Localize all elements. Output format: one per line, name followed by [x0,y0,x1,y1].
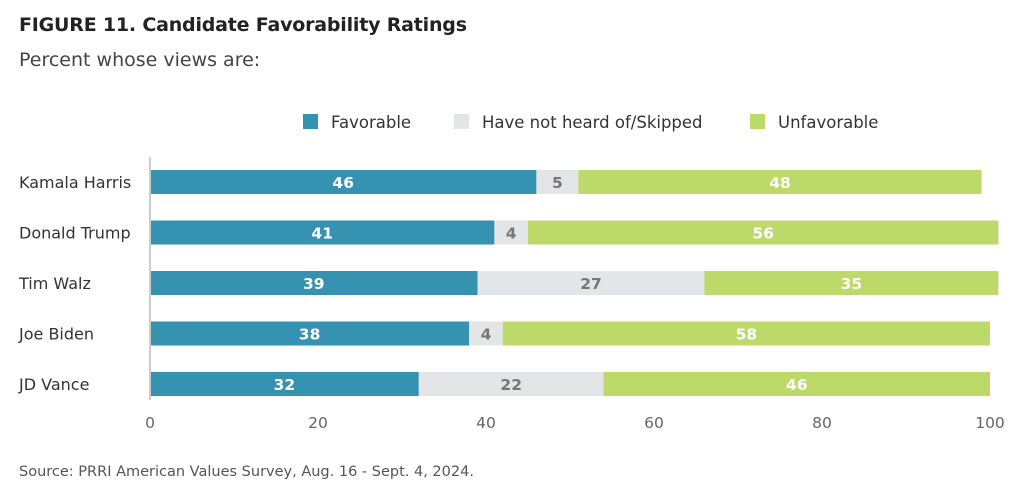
bar-unfavorable [502,321,990,346]
legend-label-favorable: Favorable [331,113,411,132]
bar-not-heard [418,372,604,396]
data-label-favorable: 38 [299,326,321,344]
bar-favorable [150,321,470,346]
category-label: Joe Biden [18,325,94,344]
data-label-favorable: 39 [303,275,325,293]
data-label-not-heard: 22 [500,376,522,394]
bar-unfavorable [528,220,999,245]
x-tick-label: 20 [308,414,328,432]
data-label-favorable: 46 [332,174,354,192]
x-tick-label: 80 [812,414,832,432]
legend-swatch-unfavorable [750,114,765,129]
source-note: Source: PRRI American Values Survey, Aug… [19,464,474,480]
bar-favorable [150,220,495,245]
legend-swatch-favorable [303,114,318,129]
bar-favorable [150,372,419,396]
data-label-not-heard: 5 [552,174,563,192]
bar-not-heard [536,170,579,194]
data-label-not-heard: 4 [506,225,517,243]
data-label-favorable: 32 [274,376,296,394]
x-tick-label: 60 [644,414,664,432]
bar-unfavorable [578,170,982,194]
data-label-unfavorable: 56 [752,225,774,243]
data-label-not-heard: 4 [481,326,492,344]
category-label: Donald Trump [19,224,131,243]
x-tick-label: 100 [975,414,1005,432]
bar-not-heard [477,271,705,295]
chart-title: FIGURE 11. Candidate Favorability Rating… [19,14,467,36]
bar-not-heard [469,321,503,346]
x-tick-label: 40 [476,414,496,432]
bar-favorable [150,271,478,295]
category-label: Kamala Harris [19,173,131,192]
bar-unfavorable [603,372,990,396]
data-label-not-heard: 27 [580,275,602,293]
category-label: JD Vance [18,375,89,394]
x-tick-label: 0 [145,414,155,432]
chart-subtitle: Percent whose views are: [19,49,261,71]
legend-swatch-not-heard [454,114,469,129]
legend-label-unfavorable: Unfavorable [778,113,878,132]
legend-label-not-heard: Have not heard of/Skipped [482,113,703,132]
data-label-unfavorable: 35 [841,275,863,293]
data-label-unfavorable: 58 [736,326,758,344]
bar-not-heard [494,220,528,245]
bar-unfavorable [704,271,999,295]
category-label: Tim Walz [18,274,91,293]
bar-favorable [150,170,537,194]
data-label-unfavorable: 48 [769,174,791,192]
data-label-favorable: 41 [311,225,333,243]
data-label-unfavorable: 46 [786,376,808,394]
